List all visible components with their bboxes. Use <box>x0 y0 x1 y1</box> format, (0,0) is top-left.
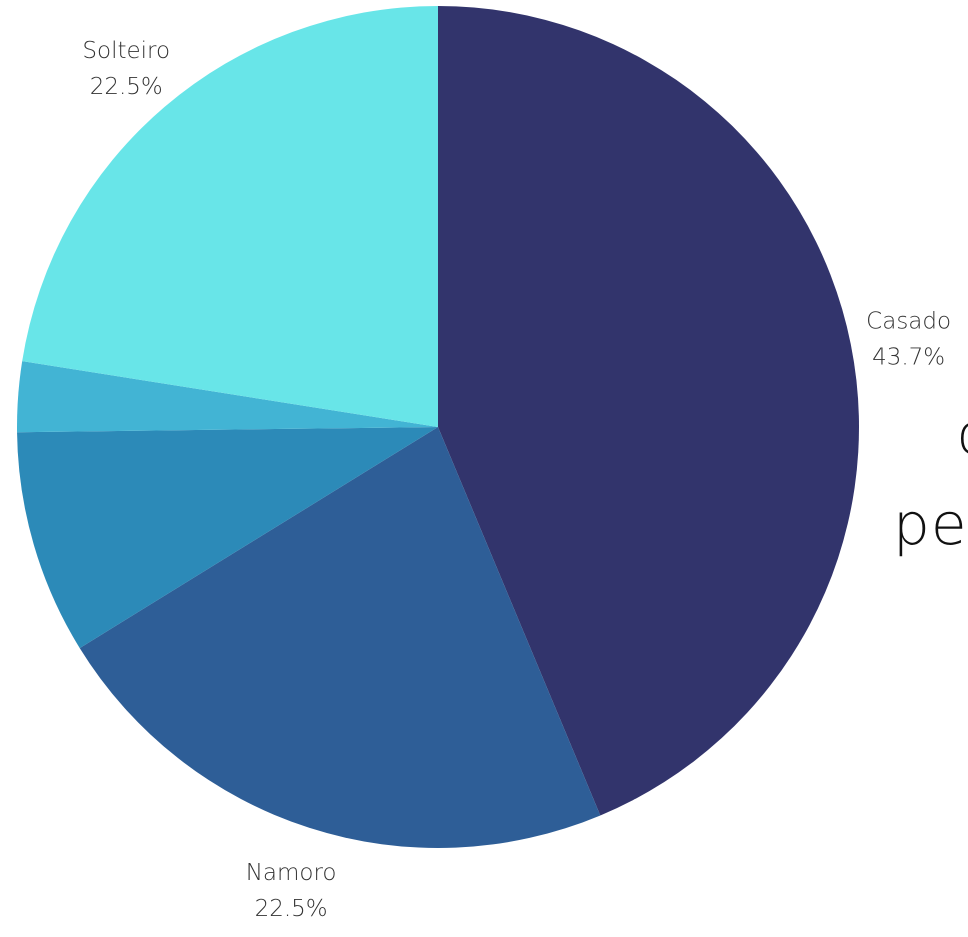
slice-percent-casado: 43.7% <box>872 345 945 371</box>
pie-labels: Casado 43.7% Namoro 22.5% Solteiro 22.5% <box>82 38 951 922</box>
slice-percent-namoro: 22.5% <box>255 896 328 922</box>
pie-slice-solteiro <box>22 6 439 427</box>
pie-slices <box>17 5 860 849</box>
slice-label-namoro: Namoro <box>246 860 337 886</box>
pie-slice-unlabeled-2 <box>17 427 439 649</box>
slice-label-solteiro: Solteiro <box>82 38 170 64</box>
pie-slice-casado <box>438 5 860 816</box>
cropped-side-text-line-1: c <box>957 400 968 468</box>
pie-slice-namoro <box>79 427 601 849</box>
cropped-side-text-line-2: pe <box>893 490 968 558</box>
pie-slice-unlabeled-3 <box>17 361 439 433</box>
slice-percent-solteiro: 22.5% <box>90 74 163 100</box>
slice-label-casado: Casado <box>866 309 951 335</box>
